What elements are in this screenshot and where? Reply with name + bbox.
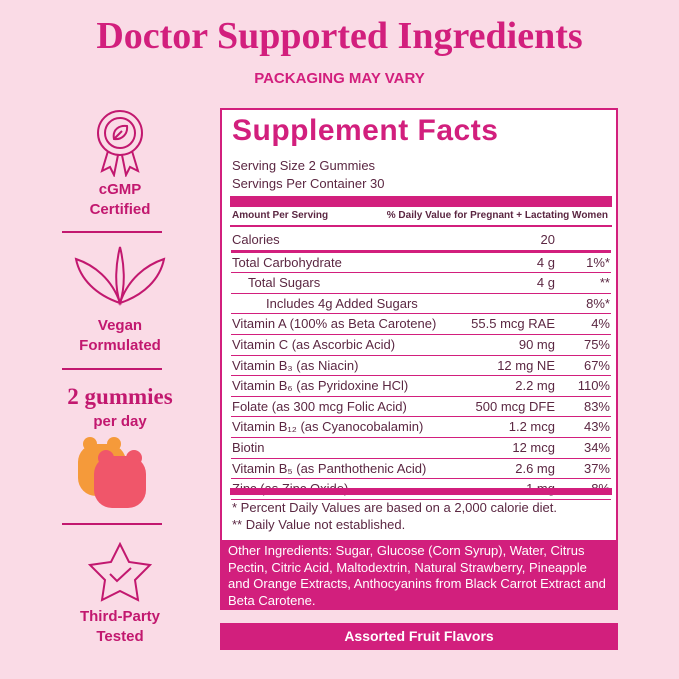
facts-row: Folate (as 300 mcg Folic Acid) 500 mcg DF… bbox=[231, 397, 611, 418]
facts-row: Vitamin B₁₂ (as Cyanocobalamin) 1.2 mcg 43… bbox=[231, 417, 611, 438]
thick-rule bbox=[230, 488, 612, 495]
nutrient-name: Vitamin B₁₂ (as Cyanocobalamin) bbox=[232, 419, 424, 435]
dv-header: % Daily Value for Pregnant + Lactating W… bbox=[386, 210, 608, 221]
footnote: ** Daily Value not established. bbox=[232, 517, 406, 532]
flavor-banner: Assorted Fruit Flavors bbox=[220, 623, 618, 650]
badge-label: Vegan Formulated bbox=[79, 317, 161, 354]
facts-row: Calories 20 bbox=[231, 230, 611, 253]
supplement-facts-panel: Supplement Facts Serving Size 2 Gummies … bbox=[220, 108, 618, 610]
gummies-image bbox=[78, 437, 146, 508]
nutrient-dv: 1%* bbox=[586, 254, 610, 270]
nutrient-amount: 1.2 mcg bbox=[508, 419, 555, 435]
other-ingredients: Other Ingredients: Sugar, Glucose (Corn … bbox=[220, 540, 618, 610]
facts-rows: Calories 20 Total Carbohydrate 4 g 1%* Total … bbox=[231, 230, 611, 500]
nutrient-dv: 43% bbox=[583, 419, 610, 435]
facts-row: Total Carbohydrate 4 g 1%* bbox=[231, 253, 611, 274]
amount-header: Amount Per Serving bbox=[232, 210, 329, 221]
nutrient-dv: 67% bbox=[583, 357, 610, 373]
nutrient-amount: 2.2 mg bbox=[515, 378, 555, 394]
nutrient-amount: 12 mcg bbox=[512, 439, 555, 455]
nutrient-name: Vitamin B₅ (as Panthothenic Acid) bbox=[232, 460, 427, 476]
facts-row: Biotin 12 mcg 34% bbox=[231, 438, 611, 459]
nutrient-name: Biotin bbox=[232, 439, 265, 455]
badge-label: per day bbox=[93, 413, 147, 430]
badge-label: cGMP Certified bbox=[89, 181, 151, 218]
certified-icon bbox=[97, 110, 143, 177]
nutrient-amount: 500 mcg DFE bbox=[475, 398, 555, 414]
nutrient-name: Vitamin B₆ (as Pyridoxine HCl) bbox=[232, 378, 409, 394]
nutrient-amount: 4 g bbox=[536, 254, 555, 270]
nutrient-dv: 34% bbox=[583, 439, 610, 455]
nutrient-amount: 2.6 mg bbox=[515, 460, 555, 476]
footnote: * Percent Daily Values are based on a 2,… bbox=[232, 500, 557, 515]
nutrient-name: Total Sugars bbox=[248, 275, 321, 291]
subtitle: PACKAGING MAY VARY bbox=[254, 70, 425, 87]
badge-label: Third-Party Tested bbox=[79, 608, 160, 645]
facts-row: Total Sugars 4 g ** bbox=[231, 273, 611, 294]
leaf-icon bbox=[74, 246, 166, 307]
separator bbox=[62, 523, 162, 525]
facts-row: Vitamin B₆ (as Pyridoxine HCl) 2.2 mg 110% bbox=[231, 376, 611, 397]
nutrient-name: Calories bbox=[232, 232, 280, 247]
nutrient-name: Folate (as 300 mcg Folic Acid) bbox=[232, 398, 407, 414]
facts-row: Vitamin B₃ (as Niacin) 12 mg NE 67% bbox=[231, 356, 611, 377]
title: Doctor Supported Ingredients bbox=[96, 15, 583, 57]
nutrient-name: Total Carbohydrate bbox=[232, 254, 342, 270]
nutrient-amount: 90 mg bbox=[518, 336, 555, 352]
nutrient-name: Includes 4g Added Sugars bbox=[266, 295, 418, 311]
nutrient-amount: 4 g bbox=[536, 275, 555, 291]
facts-row: Vitamin A (100% as Beta Carotene) 55.5 mc… bbox=[231, 314, 611, 335]
nutrient-dv: 83% bbox=[583, 398, 610, 414]
nutrient-dv: 37% bbox=[583, 460, 610, 476]
serving-size: Serving Size 2 Gummies bbox=[232, 158, 376, 173]
nutrient-dv: 110% bbox=[577, 378, 610, 394]
facts-row: Vitamin B₅ (as Panthothenic Acid) 2.6 mg 3… bbox=[231, 459, 611, 480]
nutrient-dv: ** bbox=[599, 275, 610, 291]
nutrient-name: Vitamin B₃ (as Niacin) bbox=[232, 357, 359, 373]
nutrient-dv: 8%* bbox=[586, 295, 610, 311]
separator bbox=[62, 231, 162, 233]
nutrient-name: Vitamin C (as Ascorbic Acid) bbox=[232, 336, 396, 352]
nutrient-name: Vitamin A (100% as Beta Carotene) bbox=[232, 316, 437, 332]
facts-row: Vitamin C (as Ascorbic Acid) 90 mg 75% bbox=[231, 335, 611, 356]
nutrient-amount: 12 mg NE bbox=[497, 357, 555, 373]
rule bbox=[230, 225, 612, 227]
thick-rule bbox=[230, 196, 612, 207]
nutrient-amount: 55.5 mcg RAE bbox=[471, 316, 555, 332]
facts-title: Supplement Facts bbox=[232, 114, 499, 147]
badge-title: 2 gummies bbox=[67, 384, 173, 409]
nutrient-dv: 4% bbox=[591, 316, 610, 332]
star-icon bbox=[87, 542, 153, 602]
nutrient-amount: 20 bbox=[540, 232, 555, 247]
facts-row: Includes 4g Added Sugars 8%* bbox=[231, 294, 611, 315]
nutrient-dv: 75% bbox=[583, 336, 610, 352]
separator bbox=[62, 368, 162, 370]
servings: Servings Per Container 30 bbox=[232, 176, 385, 191]
